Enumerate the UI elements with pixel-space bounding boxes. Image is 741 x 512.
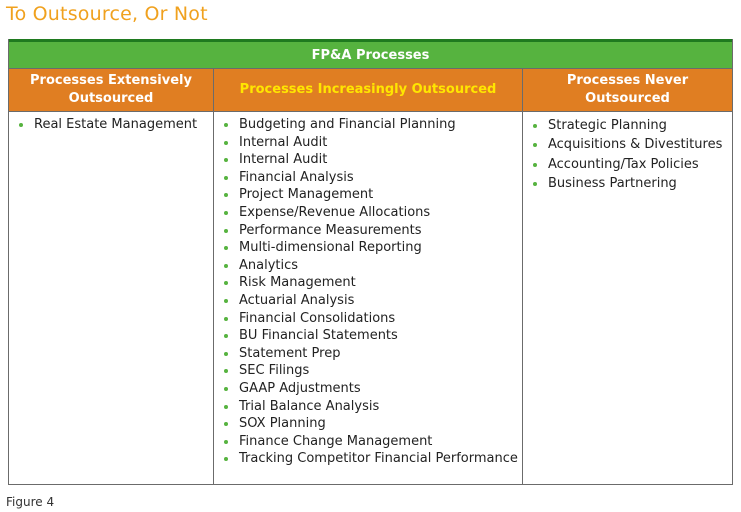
list-item: Acquisitions & Divestitures <box>523 135 732 154</box>
bullet-icon <box>224 123 228 127</box>
list-item: Tracking Competitor Financial Performanc… <box>214 450 522 468</box>
list-item-label: Expense/Revenue Allocations <box>239 204 431 220</box>
list-item: Trial Balance Analysis <box>214 398 522 416</box>
bullet-icon <box>224 281 228 286</box>
bullet-icon <box>224 334 228 339</box>
list-item: Project Management <box>214 186 522 204</box>
bullet-icon <box>224 298 228 303</box>
list-item: SOX Planning <box>214 415 522 433</box>
list-item: Internal Audit <box>214 134 522 152</box>
list-item: Strategic Planning <box>523 116 732 135</box>
bullet-icon <box>224 316 228 321</box>
list-item-label: Business Partnering <box>548 175 677 191</box>
fpa-processes-table: FP&A Processes Processes Extensively Out… <box>8 39 733 485</box>
bullet-icon <box>224 175 228 180</box>
list-item-label: Internal Audit <box>239 152 328 168</box>
list-item-label: Actuarial Analysis <box>239 292 355 308</box>
list-item: Accounting/Tax Policies <box>523 155 732 174</box>
list-item: GAAP Adjustments <box>214 380 522 398</box>
list-item-label: Statement Prep <box>239 345 341 361</box>
bullet-icon <box>224 140 228 145</box>
bullet-icon <box>224 422 228 427</box>
list-item-label: Strategic Planning <box>548 118 667 133</box>
list-item: Analytics <box>214 257 522 275</box>
list-item: Business Partnering <box>523 174 732 193</box>
process-list: Budgeting and Financial Planning Internal… <box>214 112 522 468</box>
list-item-label: Internal Audit <box>239 134 328 150</box>
list-item-label: Project Management <box>239 187 374 203</box>
list-item: BU Financial Statements <box>214 327 522 345</box>
list-item-label: Finance Change Management <box>239 433 433 449</box>
list-item: Financial Consolidations <box>214 310 522 328</box>
list-item-label: SEC Filings <box>239 363 310 379</box>
bullet-icon <box>533 162 537 167</box>
column-header-extensively-outsourced: Processes Extensively Outsourced <box>9 69 214 112</box>
list-item: Internal Audit <box>214 151 522 169</box>
list-item: Actuarial Analysis <box>214 292 522 310</box>
list-item-label: GAAP Adjustments <box>239 380 361 396</box>
bullet-icon <box>533 181 537 186</box>
list-item-label: Budgeting and Financial Planning <box>239 117 456 132</box>
list-item-label: Tracking Competitor Financial Performanc… <box>239 451 518 467</box>
list-item: Expense/Revenue Allocations <box>214 204 522 222</box>
process-list: Strategic Planning Acquisitions & Divesti… <box>523 112 732 193</box>
bullet-icon <box>533 124 537 128</box>
list-item-label: Real Estate Management <box>34 117 198 132</box>
list-item-label: Risk Management <box>239 275 356 291</box>
bullet-icon <box>224 369 228 374</box>
bullet-icon <box>224 246 228 251</box>
page-title: To Outsource, Or Not <box>6 3 208 25</box>
bullet-icon <box>19 123 23 127</box>
column-header-increasingly-outsourced: Processes Increasingly Outsourced <box>214 69 523 112</box>
bullet-icon <box>224 404 228 409</box>
list-item: Performance Measurements <box>214 222 522 240</box>
bullet-icon <box>224 158 228 163</box>
list-item: Real Estate Management <box>9 116 213 134</box>
table-body: Real Estate Management Budgeting and Fin… <box>9 112 732 484</box>
bullet-icon <box>224 193 228 198</box>
list-item: Multi-dimensional Reporting <box>214 239 522 257</box>
list-item: Finance Change Management <box>214 433 522 451</box>
bullet-icon <box>533 143 537 148</box>
list-item-label: Financial Analysis <box>239 169 354 185</box>
column-header-never-outsourced: Processes Never Outsourced <box>523 69 732 112</box>
list-item: Risk Management <box>214 274 522 292</box>
column-headers: Processes Extensively Outsourced Process… <box>9 69 732 112</box>
bullet-icon <box>224 263 228 268</box>
list-item-label: BU Financial Statements <box>239 328 398 344</box>
bullet-icon <box>224 210 228 215</box>
list-item: Budgeting and Financial Planning <box>214 116 522 134</box>
process-list: Real Estate Management <box>9 112 213 134</box>
column-never-outsourced: Strategic Planning Acquisitions & Divesti… <box>523 112 732 484</box>
figure-caption: Figure 4 <box>6 495 55 509</box>
bullet-icon <box>224 439 228 444</box>
column-extensively-outsourced: Real Estate Management <box>9 112 214 484</box>
list-item-label: Acquisitions & Divestitures <box>548 137 723 153</box>
list-item-label: Multi-dimensional Reporting <box>239 240 422 256</box>
list-item: Statement Prep <box>214 345 522 363</box>
list-item-label: Performance Measurements <box>239 222 422 238</box>
list-item-label: Accounting/Tax Policies <box>548 156 699 172</box>
list-item-label: SOX Planning <box>239 416 326 432</box>
bullet-icon <box>224 457 228 462</box>
list-item-label: Trial Balance Analysis <box>239 398 380 414</box>
bullet-icon <box>224 386 228 391</box>
bullet-icon <box>224 351 228 356</box>
bullet-icon <box>224 228 228 233</box>
list-item: Financial Analysis <box>214 169 522 187</box>
list-item: SEC Filings <box>214 362 522 380</box>
column-increasingly-outsourced: Budgeting and Financial Planning Internal… <box>214 112 523 484</box>
table-top-rule <box>9 39 732 42</box>
list-item-label: Analytics <box>239 257 299 273</box>
list-item-label: Financial Consolidations <box>239 310 396 326</box>
group-header: FP&A Processes <box>9 42 732 69</box>
